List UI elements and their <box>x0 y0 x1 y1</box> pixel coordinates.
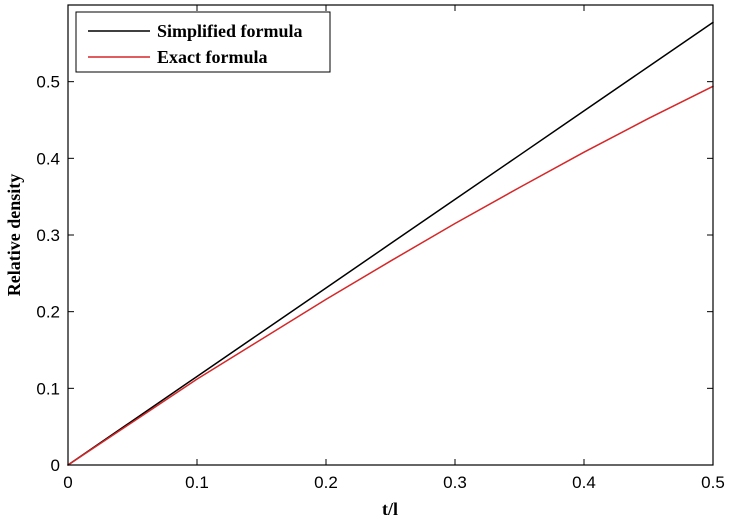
y-axis-title: Relative density <box>4 174 24 296</box>
y-tick-label: 0.1 <box>36 379 60 398</box>
x-tick-label: 0.1 <box>185 473 209 492</box>
y-tick-label: 0.3 <box>36 226 60 245</box>
legend: Simplified formula Exact formula <box>75 11 331 73</box>
legend-label-exact: Exact formula <box>157 47 267 67</box>
labels-layer: 0 0.1 0.2 0.3 0.4 0.5 0 0.1 0.2 0.3 0.4 0.5 <box>36 73 724 492</box>
series-line-simplified <box>67 21 714 466</box>
series-layer <box>67 21 714 466</box>
y-tick-label: 0.2 <box>36 303 60 322</box>
legend-box <box>75 11 331 73</box>
y-tick-label: 0.5 <box>36 73 60 92</box>
x-tick-label: 0.2 <box>314 473 338 492</box>
legend-label-simplified: Simplified formula <box>157 21 303 41</box>
x-tick-label: 0 <box>63 473 72 492</box>
x-tick-label: 0.5 <box>701 473 725 492</box>
y-tick-label: 0.4 <box>36 149 60 168</box>
plot-background <box>68 5 713 465</box>
plot-frame <box>67 4 714 466</box>
y-tick-label: 0 <box>51 456 60 475</box>
series-line-exact <box>67 85 714 466</box>
x-axis-title: t/l <box>382 499 398 519</box>
x-tick-label: 0.3 <box>443 473 467 492</box>
x-tick-label: 0.4 <box>572 473 596 492</box>
